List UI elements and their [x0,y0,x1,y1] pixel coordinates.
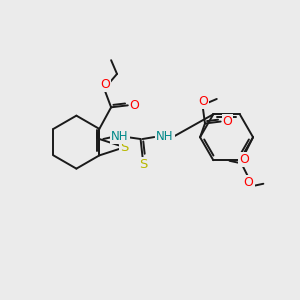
Text: O: O [244,176,254,189]
Text: O: O [239,153,249,166]
Text: NH: NH [111,130,129,142]
Text: O: O [130,99,140,112]
Text: S: S [120,141,129,154]
Text: O: O [223,115,232,128]
Text: NH: NH [156,130,174,142]
Text: S: S [139,158,148,171]
Text: O: O [198,95,208,108]
Text: O: O [100,78,110,91]
